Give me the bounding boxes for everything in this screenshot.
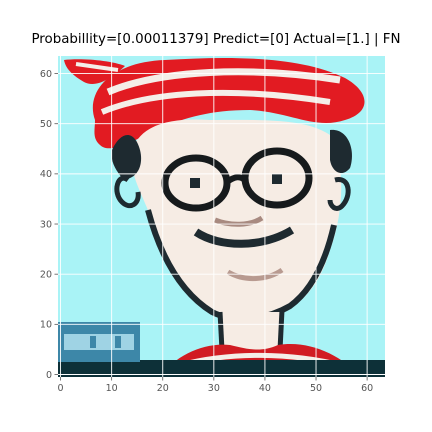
x-tick-label: 50 xyxy=(310,383,322,394)
grid-lines xyxy=(58,56,385,377)
panel-mark xyxy=(115,336,121,348)
ear-right xyxy=(327,177,351,211)
y-tick-label: 0 xyxy=(46,370,52,381)
hat-white-stripe xyxy=(106,68,341,96)
panel-light xyxy=(64,334,134,350)
x-tick-label: 40 xyxy=(259,383,271,394)
panel-mark xyxy=(90,336,96,348)
glasses-bridge xyxy=(225,174,247,185)
axes: 0 10 20 30 40 50 60 0 10 20 30 40 50 60 xyxy=(40,69,373,394)
neck-outline-right xyxy=(277,309,285,351)
y-tick-label: 60 xyxy=(40,69,52,80)
mouth xyxy=(193,226,295,248)
image-area xyxy=(58,56,385,377)
hair-left xyxy=(111,134,142,179)
y-tick-label: 50 xyxy=(40,119,52,130)
hat-pompom-stripe xyxy=(75,62,119,72)
neck xyxy=(222,312,280,352)
pupil-right xyxy=(272,174,282,184)
hair-right xyxy=(330,129,352,174)
bottom-band xyxy=(58,360,385,377)
x-tick-label: 0 xyxy=(58,383,64,394)
x-tick-label: 20 xyxy=(157,383,169,394)
x-tick-label: 10 xyxy=(106,383,118,394)
y-tick-label: 10 xyxy=(40,320,52,331)
neck-outline-left xyxy=(217,311,225,351)
plot-title: Probabillity=[0.00011379] Predict=[0] Ac… xyxy=(31,32,401,47)
x-tick-label: 30 xyxy=(208,383,220,394)
pupil-left xyxy=(190,178,200,188)
y-tick-label: 40 xyxy=(40,169,52,180)
ear-left xyxy=(114,175,141,209)
y-tick-label: 30 xyxy=(40,219,52,230)
hat-white-stripe xyxy=(100,89,331,115)
x-tick-label: 60 xyxy=(361,383,373,394)
y-tick-label: 20 xyxy=(40,269,52,280)
